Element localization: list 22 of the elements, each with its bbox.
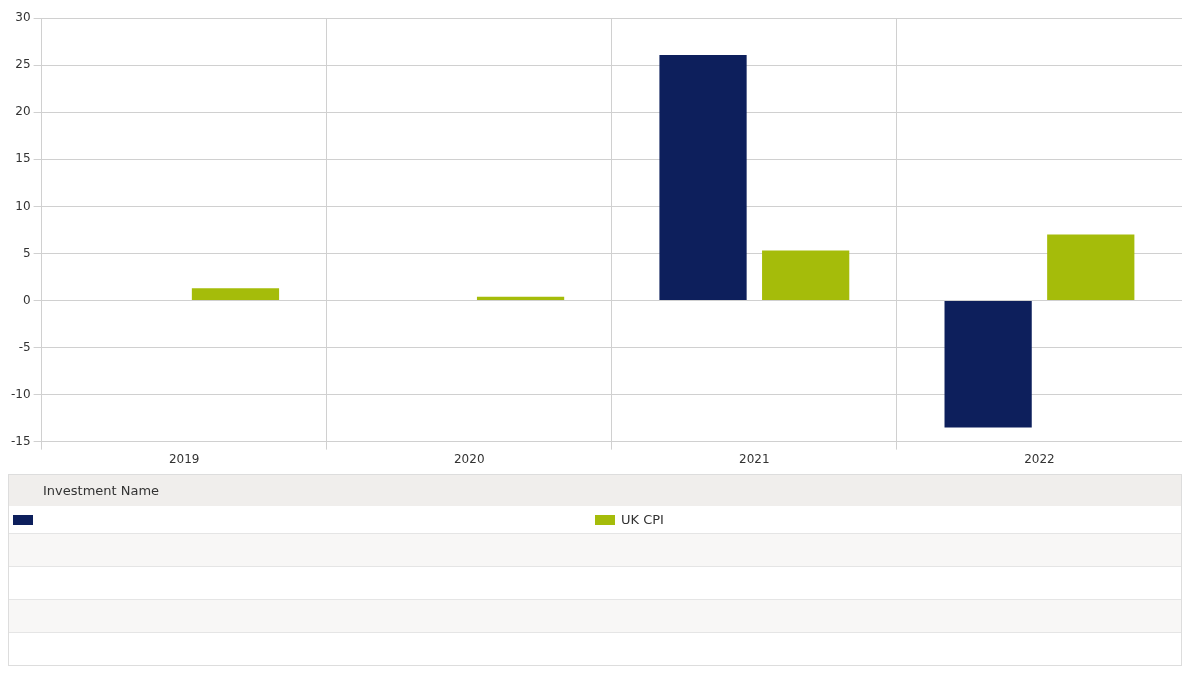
legend-label: UK CPI <box>621 512 664 527</box>
bar <box>191 288 280 300</box>
x-tick-label: 2019 <box>168 451 200 466</box>
bar <box>659 54 747 300</box>
y-tick-label: 30 <box>15 10 31 25</box>
bar <box>1047 234 1135 300</box>
x-tick-label: 2020 <box>453 451 485 466</box>
bar <box>944 300 1032 428</box>
y-tick-label: 0 <box>22 292 31 307</box>
y-tick-label: 20 <box>15 104 31 119</box>
y-tick-label: -10 <box>10 386 31 401</box>
bar <box>762 250 850 300</box>
y-tick-label: -5 <box>18 339 31 354</box>
y-tick-label: 15 <box>15 151 31 166</box>
y-tick-label: 10 <box>15 198 31 213</box>
bar <box>476 296 565 300</box>
x-tick-label: 2022 <box>1024 451 1055 466</box>
legend-title: Investment Name <box>9 475 1181 506</box>
x-tick-label: 2021 <box>739 451 770 466</box>
y-tick-label: 25 <box>15 57 31 72</box>
y-tick-label: -15 <box>10 433 31 448</box>
y-tick-label: 5 <box>22 245 31 260</box>
